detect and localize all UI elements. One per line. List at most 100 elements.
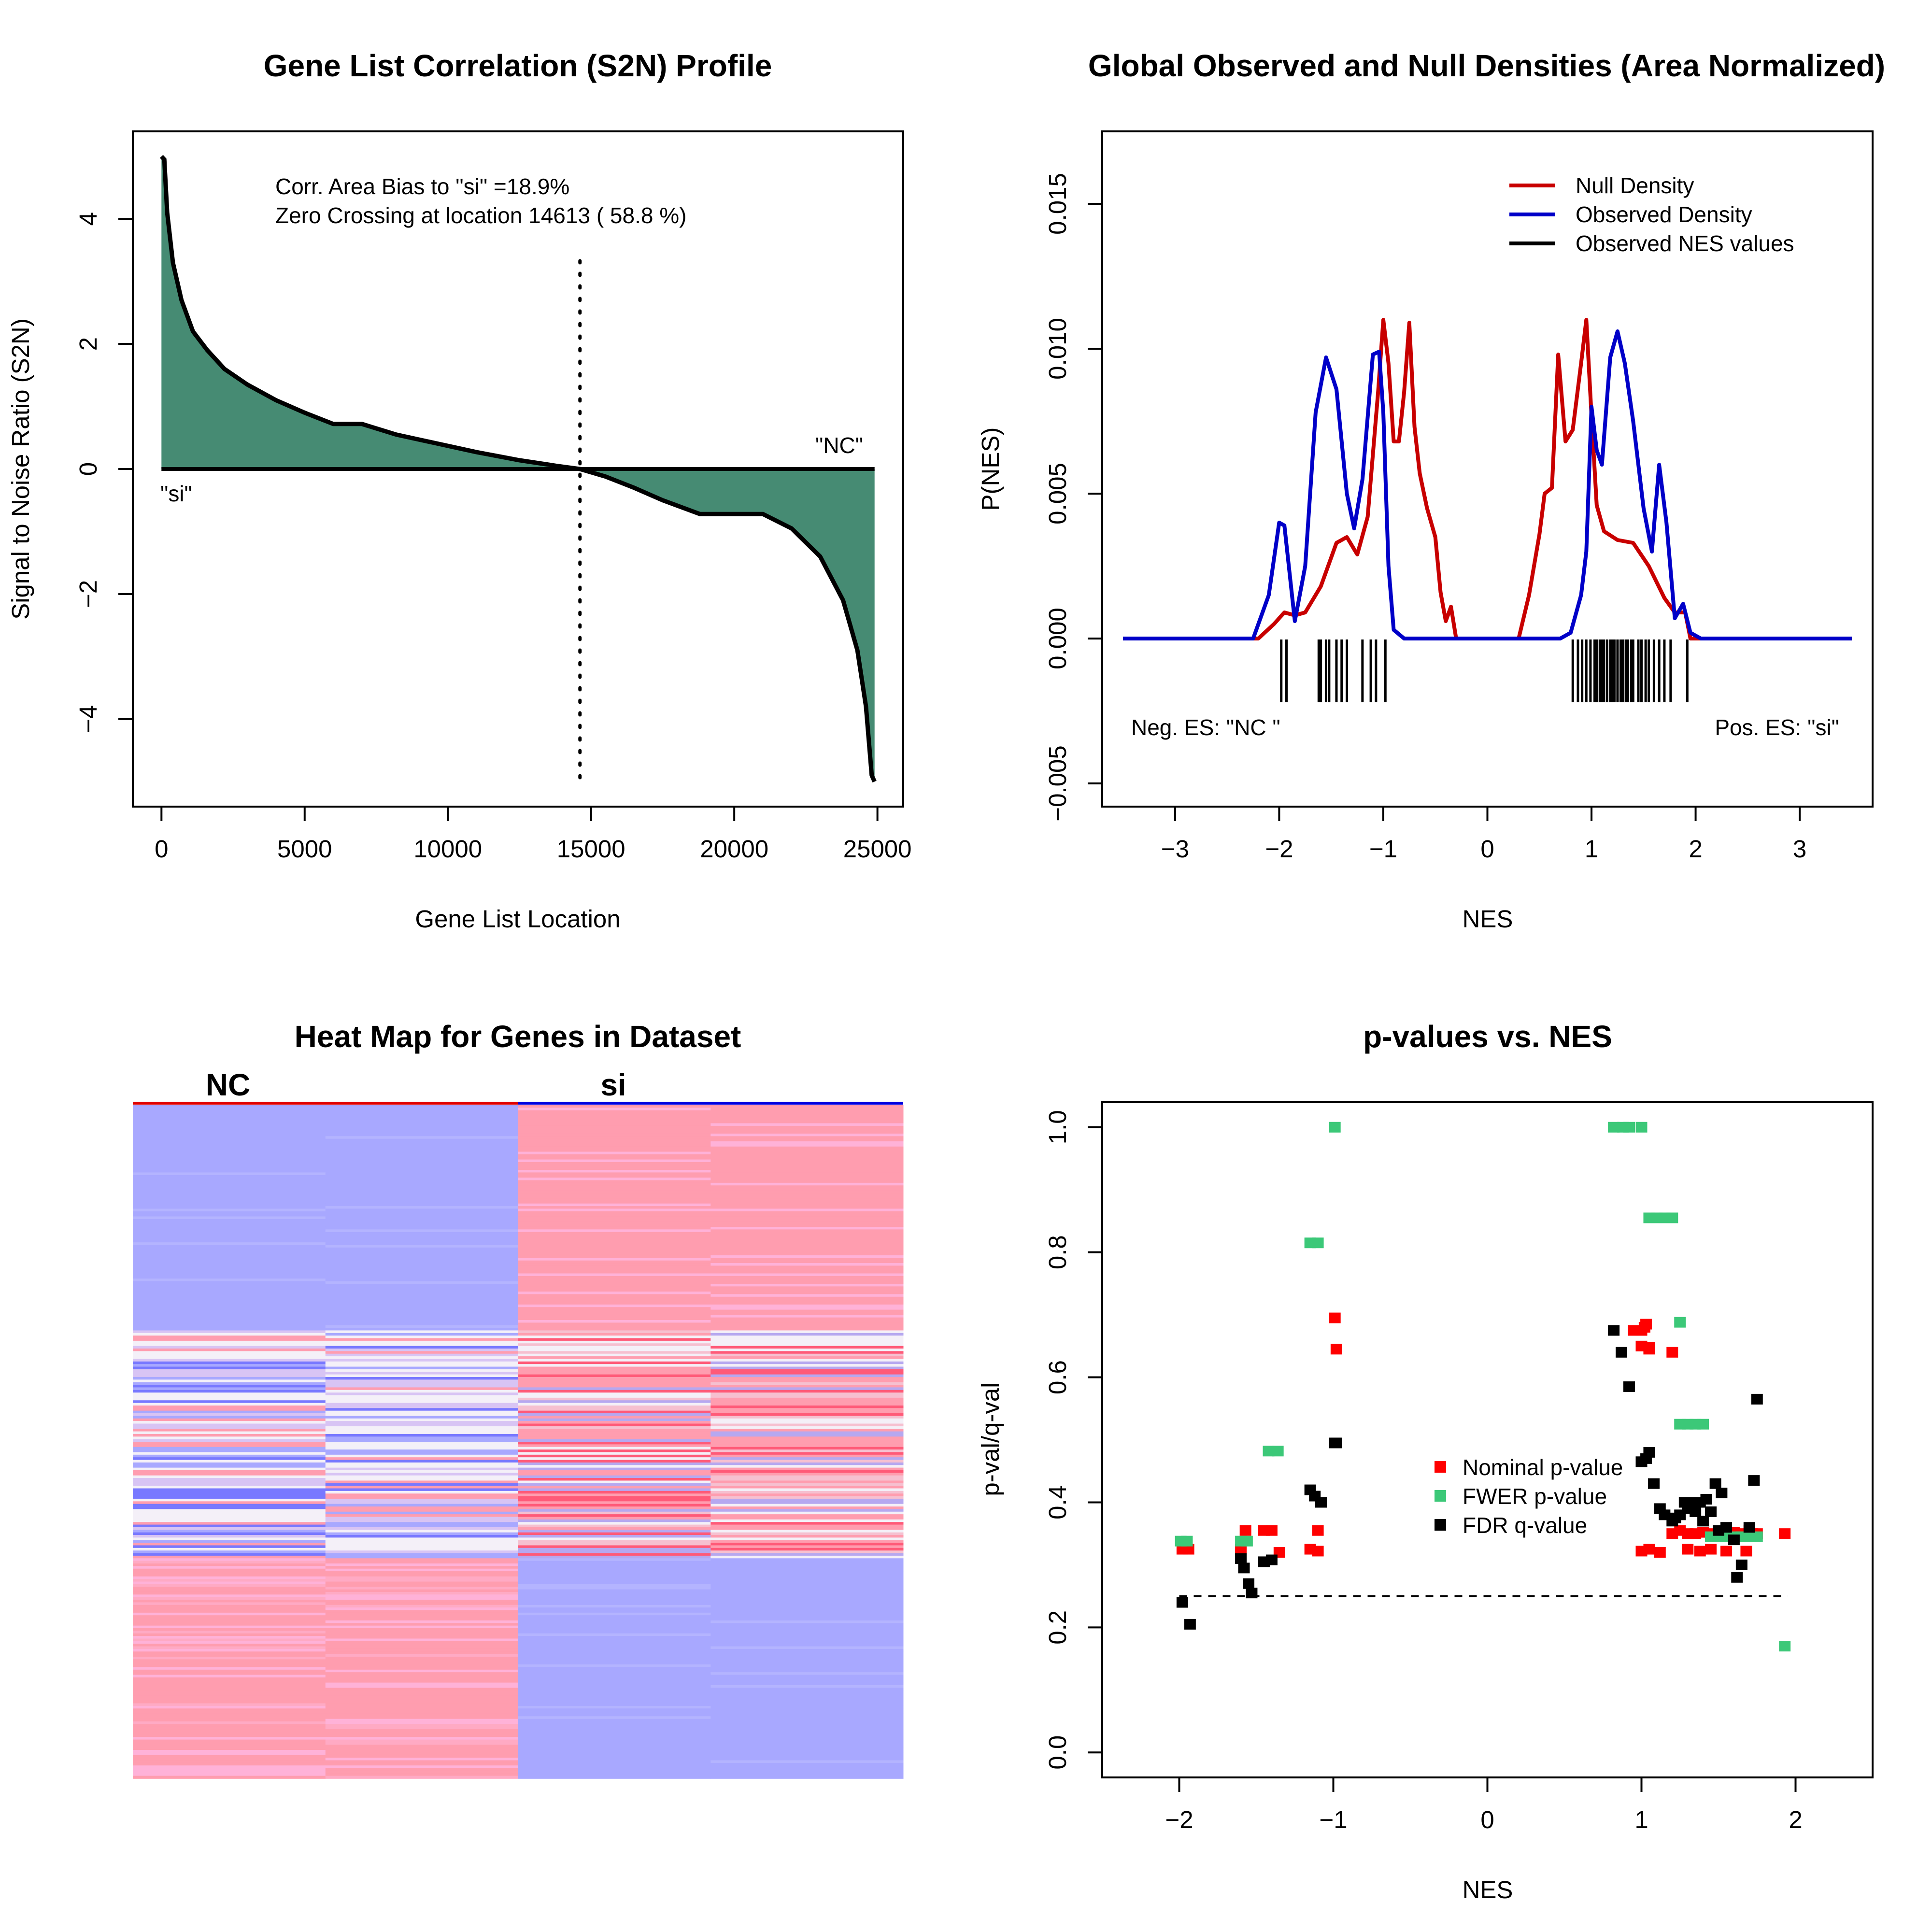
heatmap-cell	[133, 1493, 326, 1497]
heatmap-cell	[133, 1429, 326, 1432]
heatmap-cell	[325, 1558, 518, 1562]
heatmap-cell	[518, 1247, 711, 1251]
heatmap-cell	[518, 1548, 711, 1551]
density-xlabel: NES	[1463, 905, 1513, 933]
heatmap-cell	[518, 1317, 711, 1321]
heatmap-cell	[710, 1473, 904, 1476]
heatmap-cell	[710, 1644, 904, 1647]
heatmap-cell	[133, 1245, 326, 1248]
heatmap-cell	[325, 1356, 518, 1360]
heatmap-cell	[518, 1374, 711, 1378]
heatmap-cell	[325, 1226, 518, 1230]
heatmap-cell	[133, 1475, 326, 1478]
heatmap-cell	[710, 1276, 904, 1279]
heatmap-cell	[325, 1475, 518, 1478]
nominal-pvalue-point	[1740, 1546, 1752, 1557]
heatmap-cell	[518, 1214, 711, 1217]
heatmap-cell	[710, 1470, 904, 1474]
heatmap-cell	[518, 1524, 711, 1528]
heatmap-cell	[325, 1195, 518, 1199]
heatmap-cell	[133, 1737, 326, 1740]
heatmap-cell	[133, 1340, 326, 1344]
heatmap-cell	[518, 1750, 711, 1753]
heatmap-cell	[133, 1506, 326, 1510]
heatmap-cell	[710, 1602, 904, 1605]
heatmap-cell	[325, 1185, 518, 1189]
heatmap-cell	[133, 1356, 326, 1360]
s2n-bias-annotation: Corr. Area Bias to "si" =18.9%	[275, 174, 569, 199]
heatmap-cell	[325, 1146, 518, 1150]
fdr-qvalue-point	[1697, 1516, 1709, 1527]
heatmap-cell	[518, 1118, 711, 1121]
heatmap-cell	[325, 1328, 518, 1331]
heatmap-cell	[133, 1366, 326, 1370]
heatmap-cell	[710, 1548, 904, 1551]
heatmap-cell	[518, 1133, 711, 1137]
heatmap-cell	[710, 1374, 904, 1378]
heatmap-cell	[710, 1413, 904, 1417]
heatmap-cell	[325, 1377, 518, 1380]
heatmap-cell	[518, 1745, 711, 1748]
heatmap-cell	[325, 1646, 518, 1649]
heatmap-cell	[710, 1395, 904, 1398]
heatmap-cell	[518, 1726, 711, 1730]
heatmap-cell	[325, 1418, 518, 1421]
heatmap-cell	[133, 1509, 326, 1512]
heatmap-cell	[325, 1491, 518, 1494]
heatmap-cell	[133, 1762, 326, 1766]
heatmap-cell	[518, 1141, 711, 1145]
heatmap-cell	[325, 1449, 518, 1453]
heatmap-cell	[133, 1170, 326, 1173]
fdr-qvalue-point	[1685, 1497, 1697, 1508]
heatmap-cell	[133, 1190, 326, 1194]
heatmap-cell	[325, 1108, 518, 1111]
heatmap-cell	[518, 1136, 711, 1139]
heatmap-cell	[133, 1605, 326, 1608]
heatmap-cell	[133, 1480, 326, 1484]
fwer-pvalue-point	[1666, 1212, 1678, 1223]
heatmap-cell	[518, 1672, 711, 1676]
heatmap-panel: Heat Map for Genes in Dataset NC si	[133, 1019, 904, 1779]
heatmap-cell	[133, 1747, 326, 1750]
heatmap-cell	[325, 1426, 518, 1429]
heatmap-cell	[710, 1245, 904, 1248]
heatmap-cell	[518, 1359, 711, 1362]
heatmap-cell	[710, 1353, 904, 1357]
heatmap-cell	[325, 1211, 518, 1214]
heatmap-cell	[325, 1522, 518, 1525]
heatmap-cell	[325, 1633, 518, 1636]
heatmap-cell	[518, 1721, 711, 1725]
heatmap-cell	[325, 1361, 518, 1364]
heatmap-cell	[710, 1672, 904, 1676]
heatmap-cell	[325, 1514, 518, 1518]
pvalue-title: p-values vs. NES	[1363, 1019, 1612, 1054]
heatmap-cell	[325, 1493, 518, 1497]
heatmap-cell	[710, 1501, 904, 1505]
heatmap-cell	[325, 1113, 518, 1116]
heatmap-cell	[325, 1121, 518, 1124]
heatmap-cell	[518, 1591, 711, 1595]
heatmap-cell	[133, 1151, 326, 1155]
heatmap-cell	[133, 1636, 326, 1639]
heatmap-cell	[133, 1268, 326, 1271]
heatmap-cell	[710, 1397, 904, 1401]
heatmap-cell	[710, 1250, 904, 1253]
heatmap-cell	[518, 1473, 711, 1476]
heatmap-cell	[710, 1776, 904, 1779]
heatmap-cell	[518, 1734, 711, 1738]
heatmap-cell	[325, 1131, 518, 1134]
s2n-ytick-label: 4	[74, 212, 102, 226]
heatmap-cell	[325, 1496, 518, 1499]
heatmap-cell	[710, 1685, 904, 1689]
heatmap-cell	[133, 1651, 326, 1655]
heatmap-cell	[710, 1271, 904, 1274]
heatmap-cell	[325, 1610, 518, 1613]
heatmap-cell	[710, 1726, 904, 1730]
heatmap-cell	[133, 1449, 326, 1453]
fdr-qvalue-point	[1265, 1554, 1278, 1565]
heatmap-cell	[325, 1758, 518, 1761]
heatmap-cell	[710, 1571, 904, 1575]
heatmap-cell	[518, 1338, 711, 1341]
heatmap-cell	[133, 1548, 326, 1551]
heatmap-cell	[518, 1178, 711, 1181]
